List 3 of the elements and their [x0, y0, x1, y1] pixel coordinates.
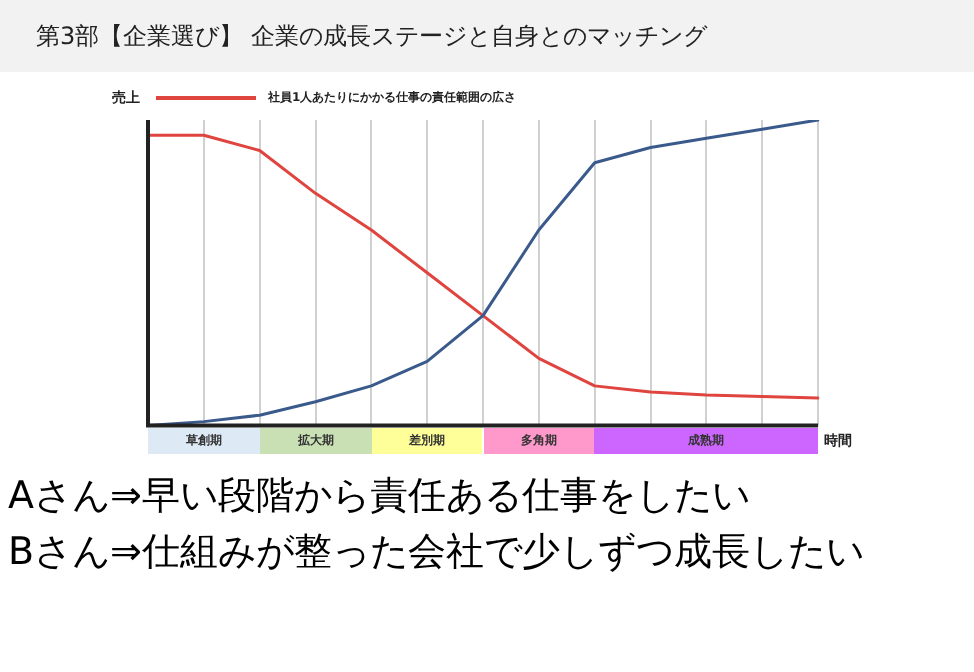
chart-title: 第3部【企業選び】 企業の成長ステージと自身とのマッチング: [0, 0, 974, 72]
text: Bさん⇒仕組みが整った会社で少しずつ成長したい: [8, 528, 866, 578]
text: Aさん⇒早い段階から責任ある仕事をしたい: [8, 472, 752, 522]
